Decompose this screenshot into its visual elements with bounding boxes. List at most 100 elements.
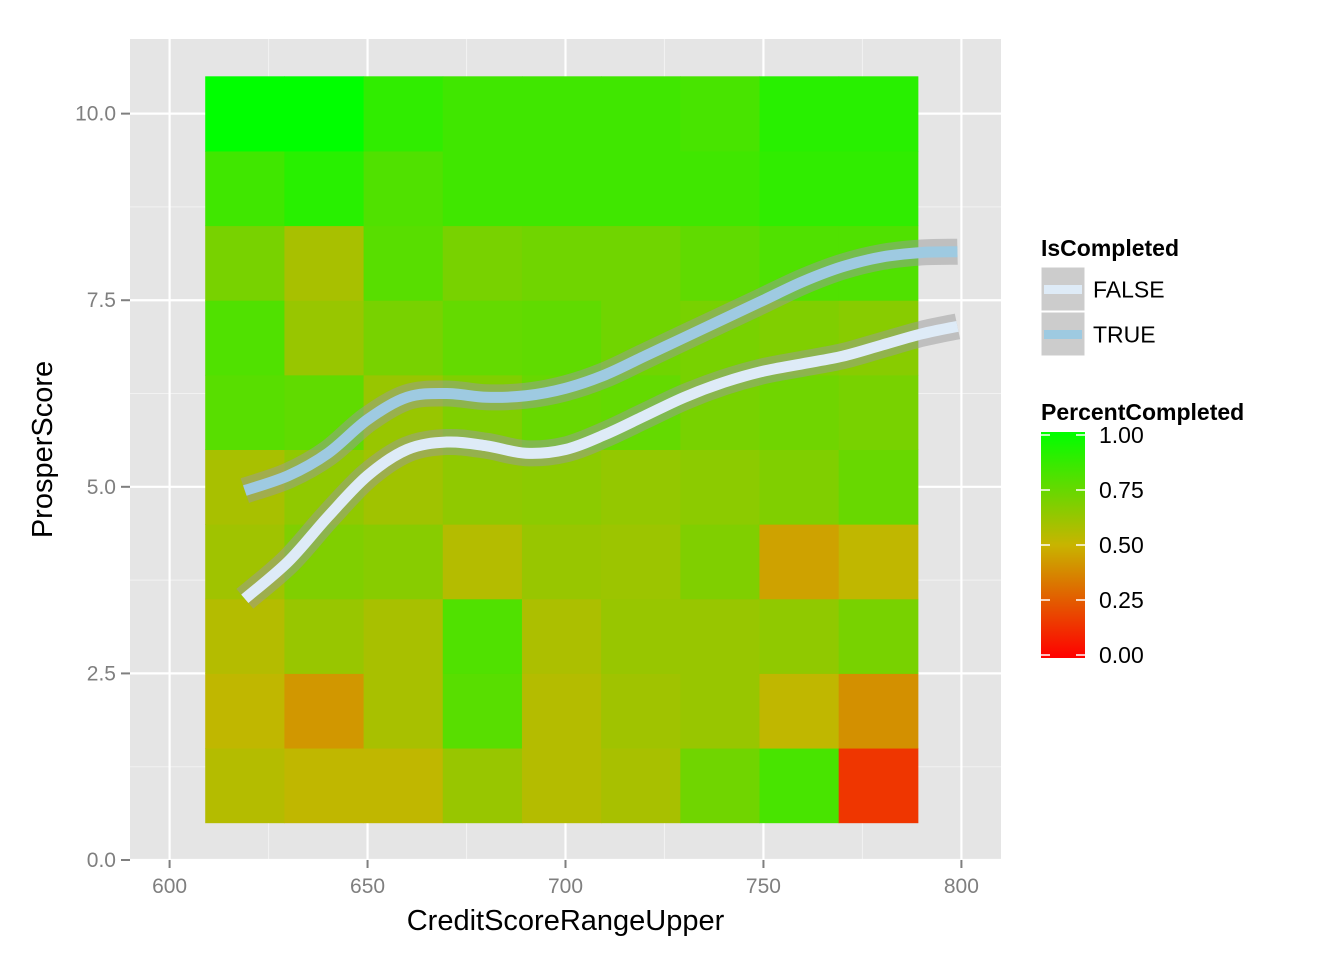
x-tick-label: 800 [944, 875, 979, 898]
heatmap-tile [838, 449, 919, 525]
heatmap-tile [363, 300, 444, 376]
heatmap-tile [601, 524, 681, 600]
x-tick-label: 750 [746, 875, 781, 898]
heatmap-tile [284, 748, 365, 824]
legend-percentcompleted-title: PercentCompleted [1041, 399, 1244, 425]
heatmap-tile [442, 150, 523, 227]
heatmap-tile [759, 150, 840, 227]
y-tick-label: 7.5 [87, 289, 116, 312]
heatmap-tile [601, 673, 681, 749]
smooth-line-false [241, 320, 959, 603]
smooth-lines [236, 238, 961, 609]
heatmap-tile [680, 225, 760, 301]
y-tick-label: 2.5 [87, 662, 116, 685]
heatmap-tile [284, 150, 365, 227]
heatmap-tile [680, 598, 760, 674]
heatmap-tile [442, 748, 523, 824]
heatmap-tile [363, 150, 444, 227]
heatmap-tile [601, 76, 681, 152]
heatmap-tile [521, 300, 602, 376]
colorbar-label: 0.75 [1099, 477, 1144, 503]
heatmap-tile [442, 225, 523, 301]
heatmap-tile [680, 524, 760, 600]
heatmap-tile [284, 76, 365, 152]
heatmap-tile [284, 225, 365, 301]
heatmap-tile [601, 225, 681, 301]
x-axis-title: CreditScoreRangeUpper [407, 905, 725, 937]
y-tick-label: 0.0 [87, 849, 116, 872]
heatmap-tile [363, 76, 444, 152]
heatmap-tile [442, 524, 523, 600]
heatmap-tile [838, 524, 919, 600]
heatmap-tile [838, 374, 919, 450]
legend-iscompleted-title: IsCompleted [1041, 235, 1179, 261]
heatmap-tile [284, 673, 365, 749]
heatmap-tile [759, 598, 840, 674]
heatmap-tile [521, 150, 602, 227]
heatmap-tile [759, 748, 840, 824]
colorbar-label: 1.00 [1099, 422, 1144, 448]
heatmap-tile [521, 524, 602, 600]
legend-label-true: TRUE [1093, 322, 1156, 348]
plot-panel [130, 39, 1001, 862]
heatmap-tile [521, 76, 602, 152]
heatmap-tile [521, 673, 602, 749]
y-tick-label: 10.0 [75, 103, 116, 126]
colorbar-label: 0.25 [1099, 587, 1144, 613]
legend-colorbar-ticks: 0.00 0.25 0.50 0.75 1.00 [1041, 422, 1144, 668]
heatmap-tile [759, 374, 840, 450]
heatmap-tile [759, 524, 840, 600]
heatmap-tile [838, 150, 919, 227]
heatmap-tile [284, 598, 365, 674]
legend-percentcompleted: PercentCompleted 0.00 0.25 0.50 0.75 1.00 [1041, 399, 1244, 668]
y-tick-label: 5.0 [87, 476, 116, 499]
heatmap-tile [680, 449, 760, 525]
heatmap-tile [521, 598, 602, 674]
heatmap-tile [363, 748, 444, 824]
heatmap-tile [205, 748, 285, 824]
heatmap-tile [601, 449, 681, 525]
heatmap-tile [759, 76, 840, 152]
heatmap-tile [442, 300, 523, 376]
heatmap-tile [601, 598, 681, 674]
x-axis: 600 650 700 750 800 [152, 860, 979, 898]
heatmap-tile [838, 673, 919, 749]
heatmap-tile [680, 76, 760, 152]
heatmap-tile [759, 449, 840, 525]
heatmap-tile [363, 524, 444, 600]
legend-iscompleted: IsCompleted FALSE TRUE [1040, 235, 1179, 357]
heatmap-tile [205, 76, 285, 152]
heatmap-tile [680, 150, 760, 227]
legend-iscompleted-keys: FALSE TRUE [1040, 266, 1165, 357]
heatmap-tile [838, 748, 919, 824]
heatmap-tile [680, 673, 760, 749]
x-tick-label: 700 [548, 875, 583, 898]
heatmap-tile [442, 598, 523, 674]
heatmap-tile [601, 748, 681, 824]
heatmap-tile [759, 673, 840, 749]
y-axis: 0.0 2.5 5.0 7.5 10.0 [75, 103, 130, 872]
heatmap-tile [442, 673, 523, 749]
heatmap-tile [521, 225, 602, 301]
heatmap-tile [205, 374, 285, 450]
heatmap-tile [601, 150, 681, 227]
smooth-line-true [243, 246, 958, 496]
heatmap-tiles [205, 76, 919, 824]
legend-label-false: FALSE [1093, 277, 1165, 303]
heatmap-tile [680, 748, 760, 824]
heatmap-tile [363, 673, 444, 749]
heatmap-tile [205, 598, 285, 674]
heatmap-tile [284, 300, 365, 376]
heatmap-tile [205, 225, 285, 301]
heatmap-tile [205, 150, 285, 227]
heatmap-tile [363, 598, 444, 674]
heatmap-tile [442, 76, 523, 152]
x-tick-label: 650 [350, 875, 385, 898]
x-tick-label: 600 [152, 875, 187, 898]
y-axis-title: ProsperScore [27, 361, 59, 538]
colorbar-label: 0.50 [1099, 532, 1144, 558]
heatmap-tile [838, 76, 919, 152]
heatmap-tile [205, 673, 285, 749]
heatmap-tile [838, 598, 919, 674]
